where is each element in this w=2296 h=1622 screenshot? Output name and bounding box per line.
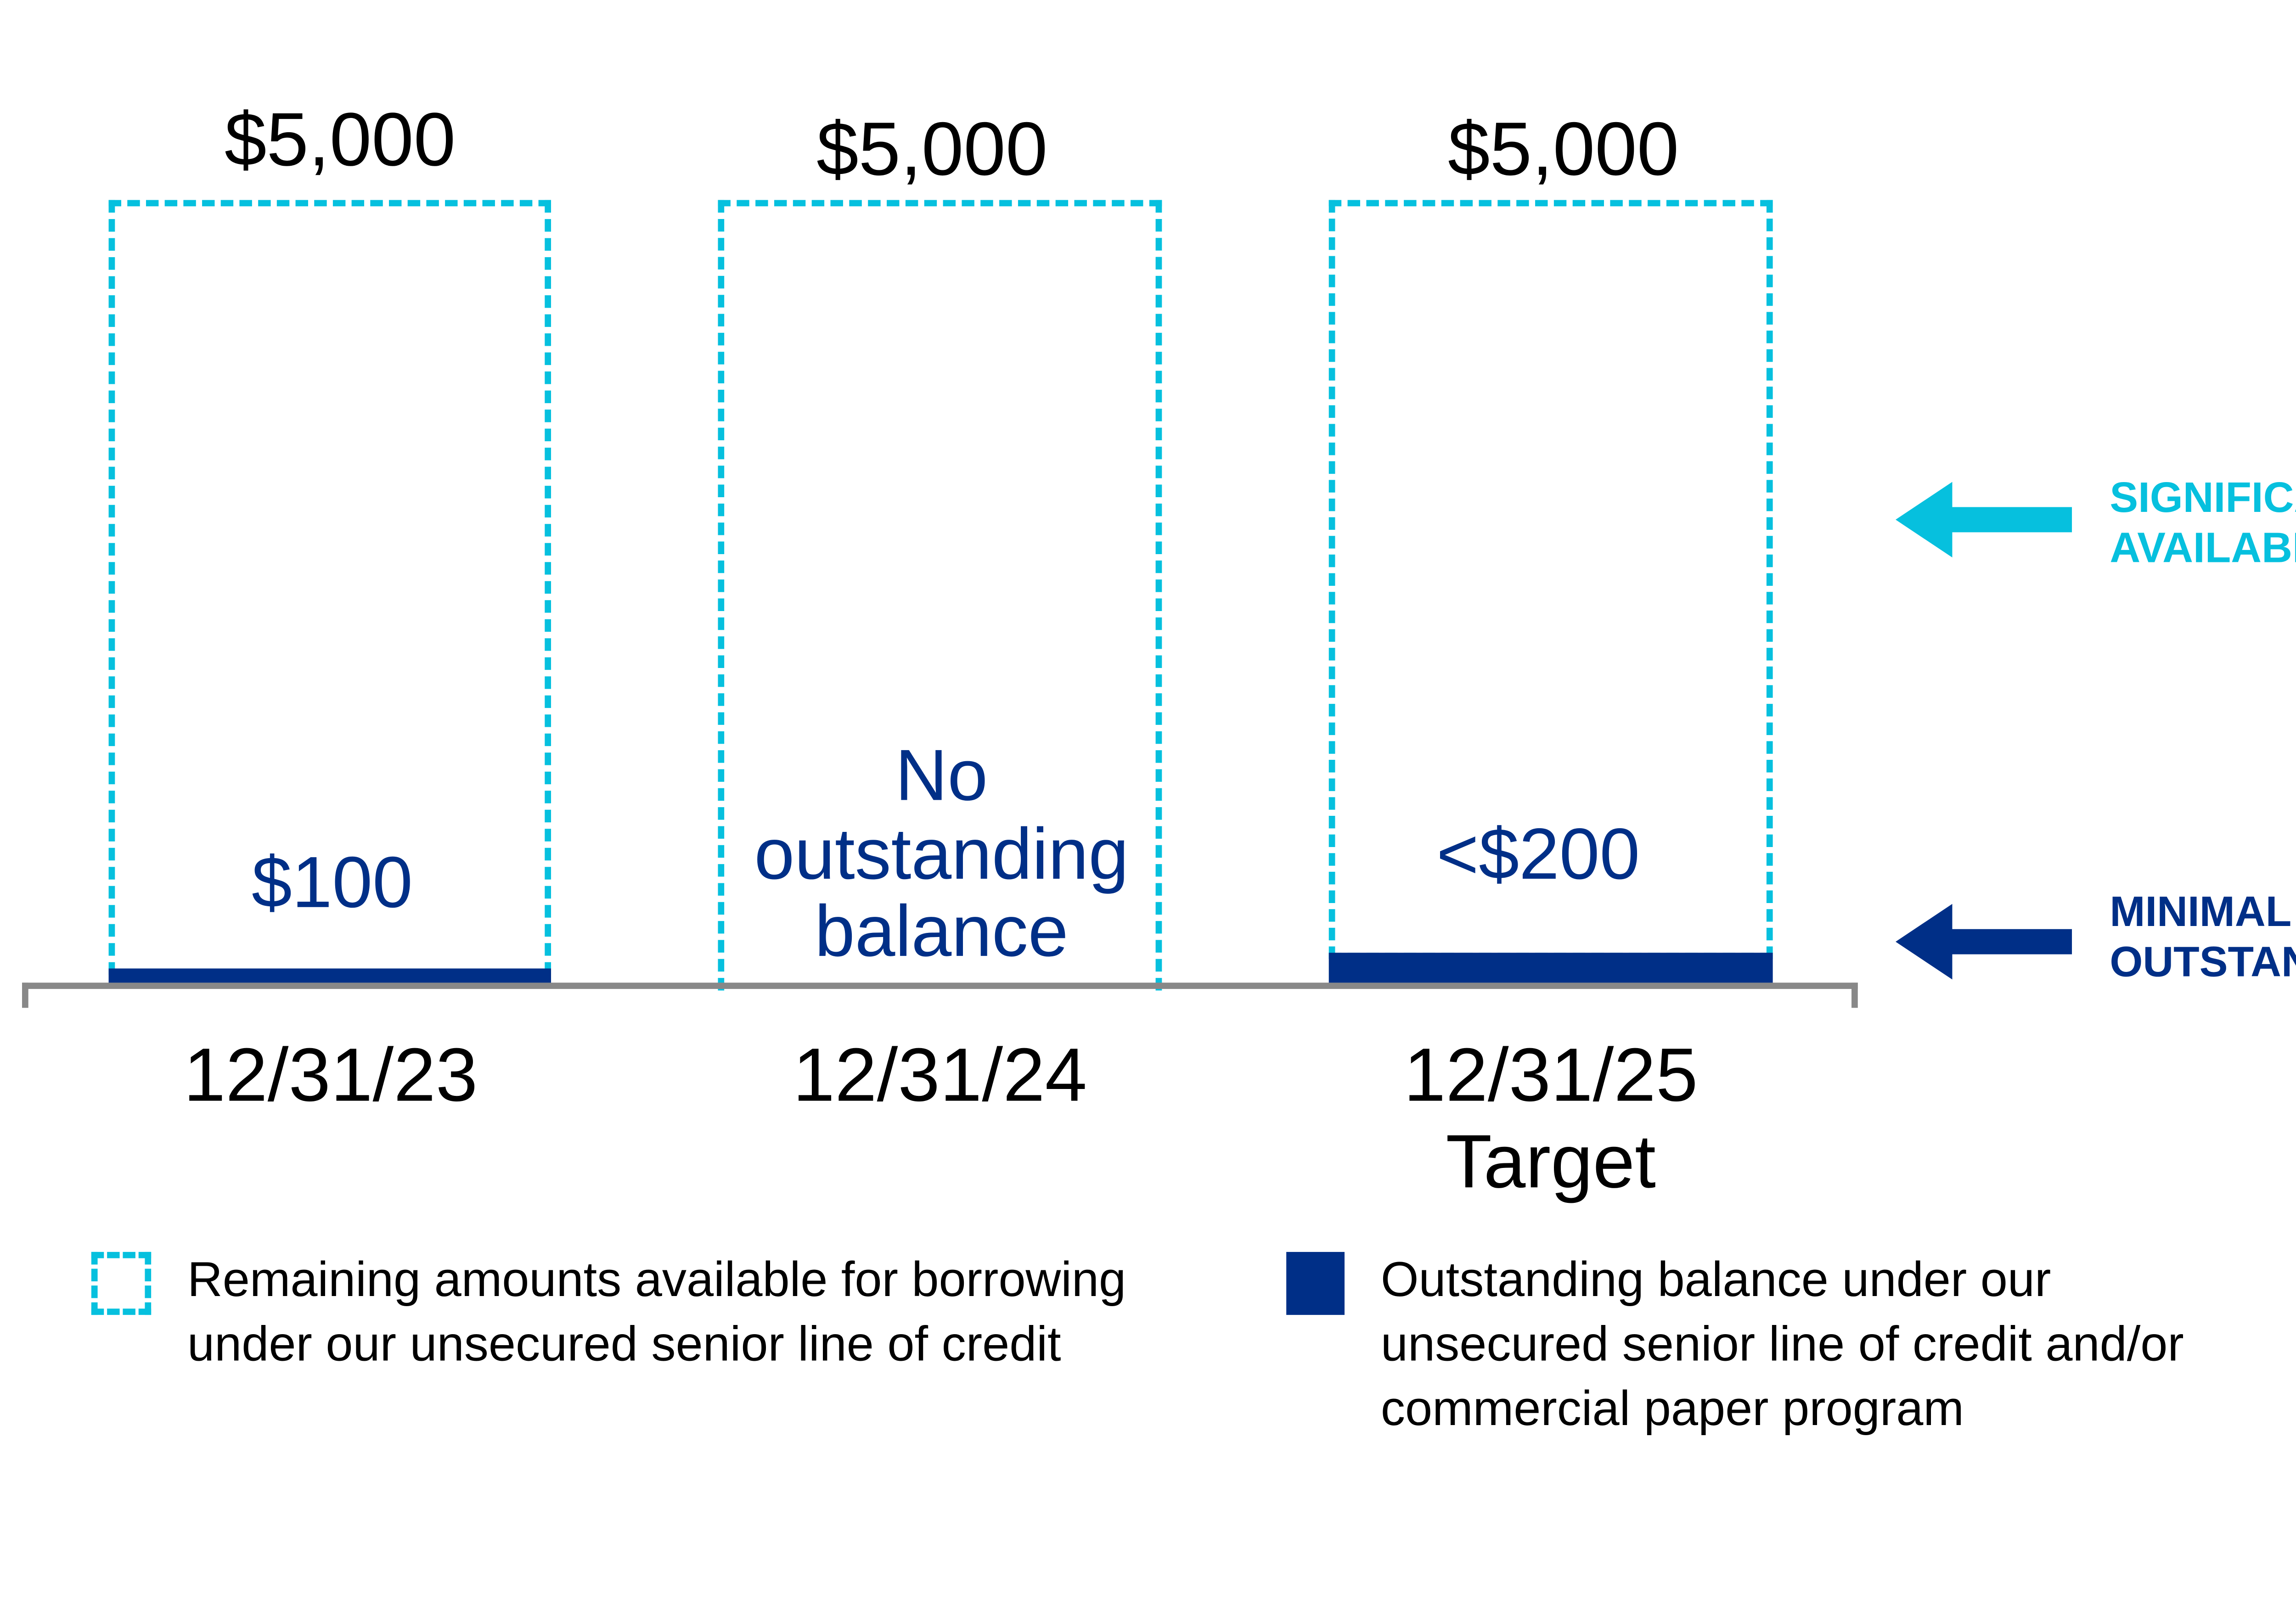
- legend-available-swatch: [91, 1252, 152, 1315]
- legend-available-line-1: Remaining amounts available for borrowin…: [187, 1252, 1126, 1307]
- bar-2-value-line-3: balance: [815, 890, 1069, 972]
- bar-2-available-outline: [718, 200, 1162, 991]
- legend-outstanding-line-2: unsecured senior line of credit and/or: [1380, 1316, 2184, 1372]
- bar-1-total-label: $5,000: [224, 99, 456, 183]
- legend-outstanding-text: Outstanding balance under our unsecured …: [1381, 1249, 2184, 1442]
- bar-3-total-label: $5,000: [1447, 108, 1679, 192]
- x-axis-line: [22, 982, 1858, 989]
- legend-outstanding-line-1: Outstanding balance under our: [1380, 1252, 2051, 1307]
- availability-arrow-icon: [1896, 482, 2072, 558]
- bar-2-value-line-1: No: [895, 734, 988, 816]
- outstanding-callout: MINIMAL OUTSTANDING: [2110, 887, 2296, 988]
- bar-2-value-line-2: outstanding: [754, 812, 1129, 894]
- x-sublabel-3: Target: [1446, 1121, 1656, 1205]
- bar-2-value-label: No outstanding balance: [690, 734, 1193, 972]
- outstanding-arrow-icon: [1896, 904, 2072, 980]
- availability-callout-line-2: AVAILABILITY: [2110, 525, 2296, 572]
- x-axis-right-tick: [1851, 982, 1858, 1008]
- outstanding-callout-line-1: MINIMAL: [2110, 888, 2292, 936]
- bar-1-outstanding-fill: [108, 968, 551, 984]
- x-label-2: 12/31/24: [793, 1034, 1087, 1118]
- bar-1-value-label: $100: [251, 841, 413, 923]
- bar-3-outstanding-fill: [1328, 953, 1773, 986]
- legend-available-text: Remaining amounts available for borrowin…: [187, 1249, 1126, 1378]
- bar-3-value-label: <$200: [1436, 812, 1640, 895]
- outstanding-callout-line-2: OUTSTANDING: [2110, 939, 2296, 987]
- bar-2-total-label: $5,000: [816, 108, 1048, 192]
- legend-outstanding-line-3: commercial paper program: [1380, 1381, 1964, 1436]
- legend-outstanding-swatch: [1286, 1252, 1345, 1315]
- availability-callout: SIGNIFICANT AVAILABILITY: [2110, 472, 2296, 574]
- x-label-1: 12/31/23: [183, 1034, 478, 1118]
- x-label-3: 12/31/25: [1403, 1034, 1698, 1118]
- legend-available-line-2: under our unsecured senior line of credi…: [187, 1316, 1061, 1372]
- availability-callout-line-1: SIGNIFICANT: [2110, 474, 2296, 522]
- x-axis-left-tick: [22, 982, 28, 1008]
